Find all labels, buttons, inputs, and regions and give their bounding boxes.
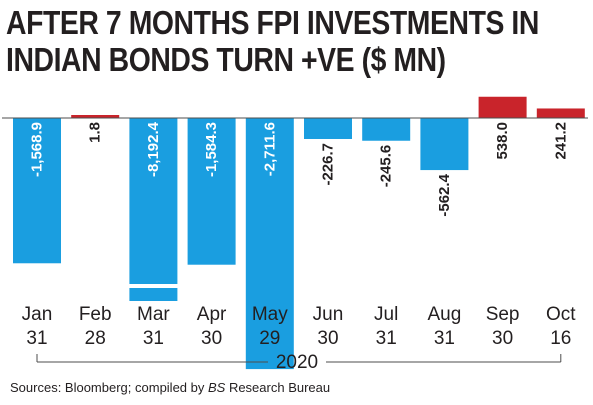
bar-oct — [536, 108, 585, 118]
x-tick-day-jul: 31 — [376, 328, 397, 349]
x-tick-day-sep: 30 — [492, 328, 513, 349]
source-italic: BS — [207, 380, 226, 395]
x-tick-day-mar: 31 — [143, 328, 164, 349]
x-tick-month-jan: Jan — [22, 304, 53, 325]
bar-aug — [420, 118, 469, 171]
x-tick-month-aug: Aug — [427, 304, 461, 325]
x-tick-month-may: May — [252, 304, 288, 325]
data-label-sep: 538.0 — [494, 122, 511, 160]
x-tick-month-feb: Feb — [79, 304, 112, 325]
bar-jan — [13, 118, 61, 264]
bar-sep — [478, 96, 527, 118]
x-tick-month-mar: Mar — [137, 304, 170, 325]
data-label-may: -2,711.6 — [261, 122, 278, 176]
chart-title-line-1: AFTER 7 MONTHS FPI INVESTMENTS IN — [6, 4, 539, 41]
bar-may — [245, 118, 294, 370]
data-label-oct: 241.2 — [552, 122, 569, 160]
source-note: Sources: Bloomberg; compiled by BS Resea… — [10, 380, 330, 395]
x-tick-month-jun: Jun — [313, 304, 344, 325]
chart-title: AFTER 7 MONTHS FPI INVESTMENTS IN INDIAN… — [6, 4, 539, 78]
x-tick-day-jan: 31 — [26, 328, 47, 349]
bar-jul — [362, 118, 411, 141]
x-tick-day-may: 29 — [259, 328, 280, 349]
year-label: 2020 — [276, 352, 318, 373]
x-tick-day-feb: 28 — [85, 328, 106, 349]
data-label-jul: -245.6 — [378, 145, 395, 188]
x-tick-month-apr: Apr — [197, 304, 227, 325]
data-label-jun: -226.7 — [320, 143, 337, 186]
data-label-apr: -1,584.3 — [203, 122, 220, 177]
bar-jun — [304, 118, 352, 139]
data-label-aug: -562.4 — [436, 173, 453, 216]
x-tick-day-aug: 31 — [434, 328, 455, 349]
bar-mar — [129, 118, 178, 284]
data-label-jan: -1,568.9 — [29, 122, 46, 177]
source-prefix: Sources: Bloomberg; compiled by — [10, 380, 208, 395]
bar-feb — [71, 115, 120, 118]
x-tick-month-oct: Oct — [546, 304, 576, 325]
x-tick-month-jul: Jul — [374, 304, 398, 325]
x-tick-day-jun: 30 — [317, 328, 338, 349]
x-tick-month-sep: Sep — [486, 304, 520, 325]
bar-apr — [187, 118, 236, 265]
source-suffix: Research Bureau — [225, 380, 331, 395]
bar-mar-break-segment — [129, 288, 178, 301]
data-label-mar: -8,192.4 — [145, 121, 162, 177]
data-label-feb: 1.8 — [87, 122, 104, 143]
x-tick-day-oct: 16 — [550, 328, 571, 349]
x-tick-day-apr: 30 — [201, 328, 222, 349]
chart-title-line-2: INDIAN BONDS TURN +VE ($ MN) — [6, 41, 446, 78]
